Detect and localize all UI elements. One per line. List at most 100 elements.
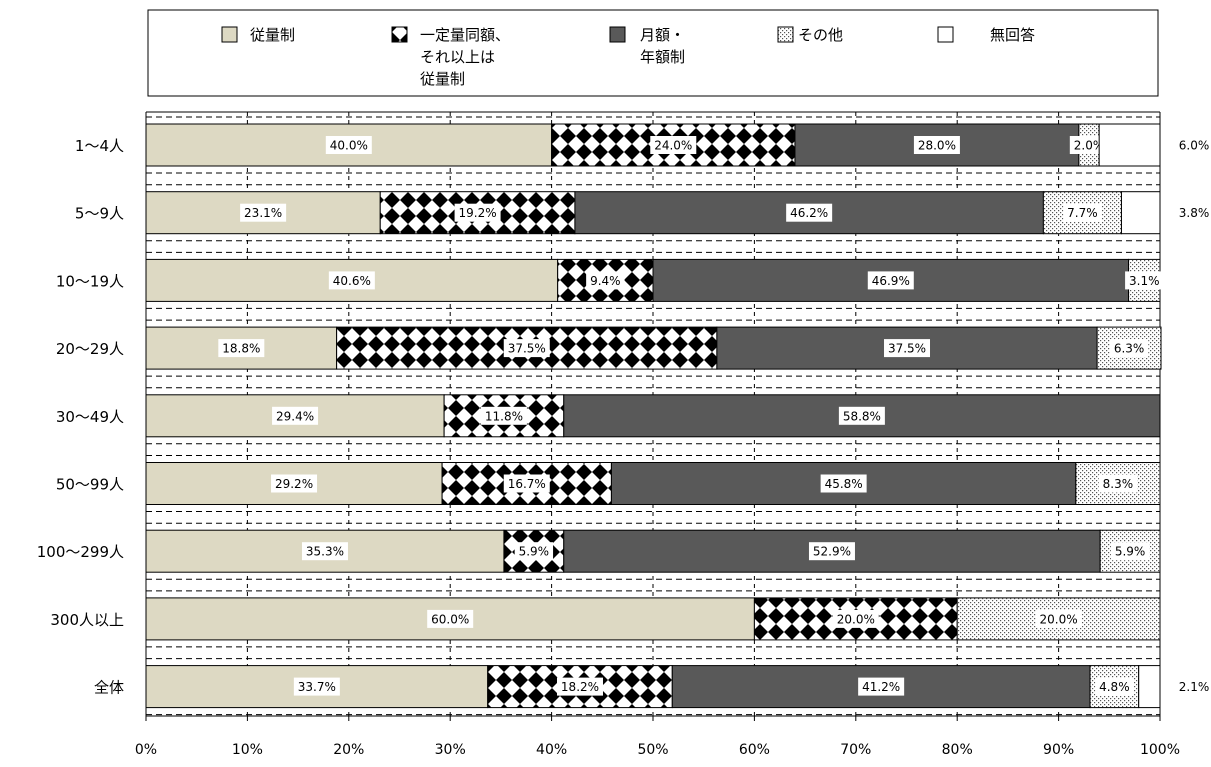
category-label: 30～49人 [56, 408, 124, 426]
value-label-bg [514, 542, 554, 561]
bar-row: 29.2% 16.7% 45.8% 8.3% [145, 462, 1161, 505]
value-label: 6.0% [1179, 139, 1210, 153]
legend-swatch-series-1 [221, 26, 238, 43]
value-label-bg [240, 203, 287, 222]
bar-segment-series-5 [1098, 123, 1161, 167]
legend-label-line: その他 [798, 26, 843, 44]
x-tick-label: 10% [232, 742, 263, 758]
category-label: 5～9人 [75, 205, 124, 223]
value-label-bg [884, 339, 931, 358]
value-label-bg [272, 406, 319, 425]
value-label-bg [1098, 474, 1138, 493]
value-label-bg [808, 542, 855, 561]
value-label-bg [1095, 677, 1134, 696]
value-label: 5.9% [519, 545, 550, 559]
legend-label-line: それ以上は [420, 48, 495, 66]
category-label: 10～19人 [56, 272, 124, 290]
x-axis-ticks: 0% 10% 20% 30% 40% 50% 60% 70% 80% 90% 100% [135, 716, 1180, 758]
value-label: 60.0% [431, 612, 469, 626]
value-label-bg [1069, 136, 1109, 154]
value-label: 37.5% [888, 342, 926, 356]
category-label: 50～99人 [56, 476, 124, 494]
value-label-bg [328, 271, 375, 290]
legend-label-line: 月額・ [640, 26, 685, 44]
value-label: 37.5% [508, 342, 546, 356]
value-label: 29.2% [275, 477, 313, 491]
value-label-bg [556, 677, 603, 696]
value-label: 2.1% [1179, 680, 1210, 694]
value-label-bg [913, 136, 960, 154]
legend-label-line: 一定量同額、 [420, 26, 510, 44]
value-label: 19.2% [459, 206, 497, 220]
value-label: 4.8% [1099, 680, 1130, 694]
bar-row: 35.3% 5.9% 52.9% 5.9% [145, 529, 1161, 573]
x-tick-label: 0% [135, 742, 157, 758]
value-label-bg [1035, 609, 1082, 628]
bar-segment-series-5 [1138, 665, 1161, 709]
bar-row: 40.0% 24.0% 28.0% 2.0% 6.0% [145, 123, 1210, 167]
value-label: 3.8% [1179, 206, 1210, 220]
value-label: 6.3% [1114, 342, 1145, 356]
value-label: 28.0% [918, 139, 956, 153]
value-label: 5.9% [1115, 545, 1146, 559]
legend-swatch-series-2 [391, 26, 408, 43]
value-label: 40.6% [333, 274, 371, 288]
category-label: 100～299人 [37, 543, 124, 561]
legend-swatch-series-4 [777, 26, 794, 43]
category-label: 全体 [94, 679, 124, 697]
value-label: 3.1% [1129, 274, 1160, 288]
legend-label-line: 年額制 [640, 48, 685, 66]
value-label-bg [1125, 271, 1164, 290]
value-label-bg [427, 609, 474, 628]
value-label: 20.0% [1040, 612, 1078, 626]
value-label-bg [503, 339, 550, 358]
value-label-bg [858, 677, 905, 696]
value-label-bg [650, 136, 697, 154]
legend-swatch-series-3 [609, 26, 626, 43]
category-label: 1～4人 [75, 137, 124, 155]
value-label: 11.8% [485, 409, 523, 423]
value-label: 45.8% [825, 477, 863, 491]
value-label: 18.8% [222, 342, 260, 356]
category-label: 300人以上 [50, 611, 124, 629]
value-label: 18.2% [561, 680, 599, 694]
value-label: 16.7% [508, 477, 546, 491]
legend-label-line: 従量制 [250, 26, 295, 44]
value-label-bg [1110, 542, 1150, 561]
value-label: 41.2% [862, 680, 900, 694]
category-label: 20～29人 [56, 340, 124, 358]
legend-swatch-series-5 [937, 26, 954, 43]
legend-label-series-2: 一定量同額、それ以上は従量制 [420, 26, 510, 88]
value-label: 2.0% [1074, 139, 1105, 153]
value-label-bg [503, 474, 550, 493]
value-label: 8.3% [1103, 477, 1134, 491]
value-label-bg [1063, 203, 1102, 222]
value-label-bg [325, 136, 372, 154]
x-tick-label: 90% [1043, 742, 1074, 758]
value-label: 46.2% [790, 206, 828, 220]
bar-row: 33.7% 18.2% 41.2% 4.8% 2.1% [145, 665, 1210, 709]
value-label-bg [293, 677, 340, 696]
value-label-bg [301, 542, 348, 561]
bars: 40.0% 24.0% 28.0% 2.0% 6.0% 23.1% 19.2% 46.2% 7.… [145, 123, 1210, 709]
value-label-bg [786, 203, 833, 222]
legend-label-series-1: 従量制 [250, 26, 295, 44]
value-label: 29.4% [276, 409, 314, 423]
value-label-bg [1109, 339, 1149, 358]
value-label: 20.0% [837, 612, 875, 626]
value-label: 9.4% [590, 274, 621, 288]
bar-row: 29.4% 11.8% 58.8% [145, 394, 1161, 438]
legend-label-series-3: 月額・年額制 [640, 26, 685, 66]
value-label-bg [832, 609, 879, 628]
bar-segment-series-5 [1120, 191, 1161, 235]
value-label: 7.7% [1067, 206, 1098, 220]
bar-row: 40.6% 9.4% 46.9% 3.1% [145, 258, 1164, 302]
value-label: 33.7% [298, 680, 336, 694]
value-label-bg [218, 339, 265, 358]
x-tick-label: 60% [739, 742, 770, 758]
value-label-bg [454, 203, 501, 222]
value-label-bg [586, 271, 625, 290]
x-tick-label: 100% [1140, 742, 1180, 758]
